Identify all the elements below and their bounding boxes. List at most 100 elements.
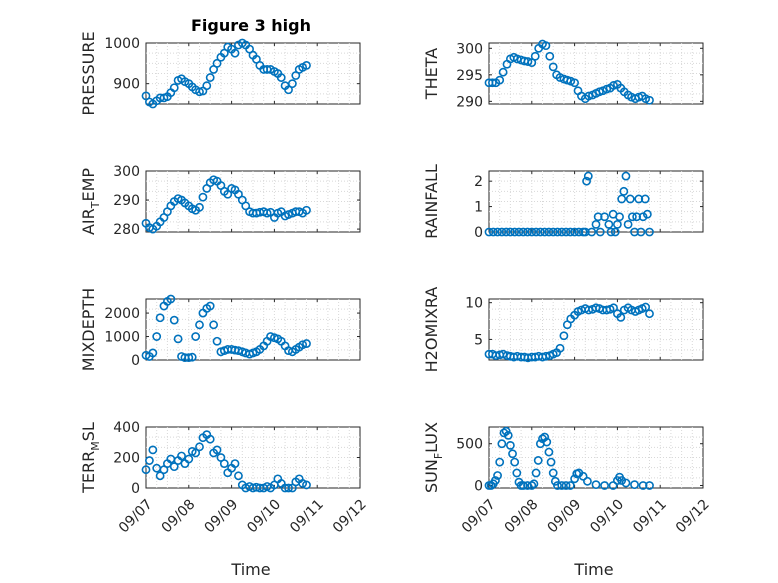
y-tick-label: 200 — [113, 451, 140, 467]
data-point — [493, 471, 502, 480]
axes-h2omixra: 5 10 H2OMIXRA — [422, 287, 704, 372]
data-point — [616, 312, 626, 322]
x-tick-label: 09/09 — [545, 496, 585, 536]
x-tick-label: 09/08 — [502, 496, 542, 536]
y-tick-label: 2 — [474, 174, 483, 190]
data-point — [640, 194, 650, 204]
data-point — [512, 468, 522, 478]
data-point — [550, 476, 560, 486]
data-point — [302, 480, 311, 490]
data-point — [148, 445, 158, 455]
data-point — [530, 51, 540, 61]
data-point — [600, 481, 609, 490]
y-tick-label: 1000 — [104, 36, 140, 52]
data-point — [533, 456, 543, 465]
data-point — [302, 205, 311, 215]
data-point — [645, 227, 654, 237]
data-point — [617, 476, 627, 485]
data-point — [497, 439, 507, 449]
data-point — [484, 227, 494, 237]
y-tick-label: 400 — [113, 420, 140, 436]
data-point — [559, 331, 569, 341]
data-point — [493, 227, 502, 237]
axes-pressure: 900 1000 PRESSURE — [79, 31, 361, 116]
data-point — [155, 471, 165, 481]
data-point — [641, 302, 651, 312]
data-point — [145, 456, 154, 465]
data-point — [495, 457, 505, 467]
y-tick-label: 300 — [113, 164, 140, 180]
data-point — [510, 457, 520, 467]
data-point — [565, 481, 575, 490]
data-point — [284, 483, 293, 493]
data-point — [553, 227, 562, 237]
data-point — [561, 227, 571, 237]
data-point — [177, 451, 186, 461]
x-tick-label: 09/10 — [587, 496, 627, 536]
data-point — [287, 79, 297, 89]
data-point — [498, 67, 508, 77]
data-point — [591, 219, 601, 229]
data-point — [645, 309, 654, 319]
data-point — [141, 465, 151, 475]
data-point — [173, 334, 183, 344]
data-point — [604, 219, 614, 229]
data-point — [205, 301, 215, 311]
data-point — [184, 353, 194, 363]
x-tick-label: 09/08 — [159, 496, 199, 536]
y-tick-label: 2000 — [104, 306, 140, 322]
data-point — [541, 41, 551, 51]
data-point — [578, 471, 588, 481]
data-point — [169, 315, 179, 325]
data-point — [230, 48, 240, 58]
y-tick-label: 290 — [113, 193, 140, 209]
data-point — [645, 481, 654, 490]
data-point — [152, 332, 162, 341]
axes-air_temp: 280 290 300 AIRTEMP — [79, 164, 361, 238]
x-tick-label: 09/12 — [673, 496, 713, 536]
data-point — [527, 58, 537, 68]
data-point — [276, 73, 286, 82]
data-point — [223, 189, 233, 199]
data-point — [523, 227, 532, 237]
data-point — [191, 332, 201, 341]
data-point — [169, 462, 179, 472]
y-tick-label: 500 — [456, 437, 483, 453]
data-point — [548, 62, 558, 72]
data-point — [553, 481, 562, 490]
data-point — [514, 227, 524, 237]
data-point — [499, 428, 509, 438]
x-tick-label: 09/07 — [116, 496, 156, 536]
figure-title: Figure 3 high — [191, 16, 311, 35]
data-point — [625, 194, 635, 204]
data-point — [570, 474, 579, 484]
y-tick-label: 0 — [474, 225, 483, 241]
data-point — [545, 51, 555, 61]
data-point — [608, 481, 618, 490]
y-tick-label: 300 — [456, 41, 483, 57]
data-point — [205, 73, 215, 82]
data-point — [209, 320, 219, 330]
data-point — [486, 481, 496, 490]
data-point — [627, 212, 637, 222]
y-tick-label: 0 — [131, 353, 140, 369]
data-point — [195, 442, 204, 452]
data-point — [623, 219, 633, 229]
data-point — [212, 445, 222, 455]
x-axis-label-right: Time — [573, 560, 613, 579]
y-tick-label: 1 — [474, 200, 483, 216]
data-point — [202, 81, 212, 91]
data-point — [630, 480, 639, 490]
data-point — [230, 459, 240, 468]
data-point — [518, 227, 528, 237]
data-point — [621, 478, 631, 488]
data-point — [610, 227, 620, 237]
data-point — [191, 448, 201, 458]
data-point — [535, 227, 545, 237]
axes-mixdepth: 0 1000 2000 MIXDEPTH — [79, 288, 361, 371]
data-point — [621, 171, 631, 181]
data-point — [508, 449, 517, 459]
data-point — [212, 336, 222, 346]
data-point — [195, 320, 204, 330]
data-point — [570, 78, 579, 88]
